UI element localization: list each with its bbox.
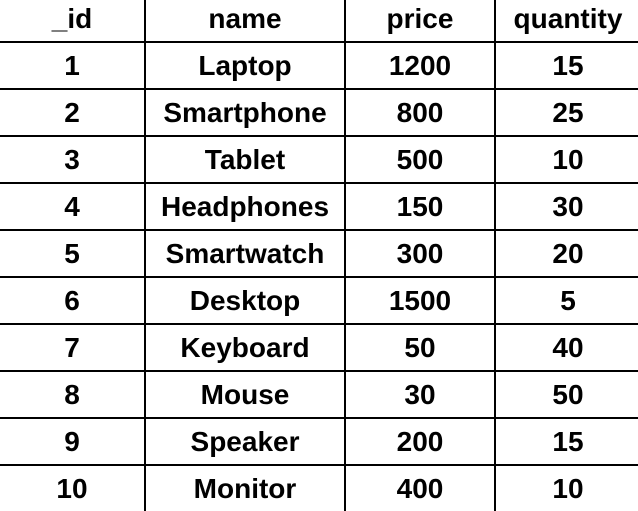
quantity-cell: 15 [495,42,638,90]
table-row: 6 Desktop 1500 5 [0,277,638,325]
id-cell: 4 [0,183,146,231]
quantity-cell: 10 [552,472,584,504]
table-row: 9 Speaker 200 15 [0,418,638,466]
name-cell: Laptop [145,42,346,90]
id-cell: 2 [0,89,146,137]
column-header-id: _id [0,0,146,43]
price-cell: 300 [345,230,496,278]
price-cell: 150 [345,183,496,231]
table-row: 1 Laptop 1200 15 [0,42,638,90]
header-row: _id name price quantity [0,0,638,43]
quantity-cell: 40 [495,324,638,372]
quantity-cell: 30 [495,183,638,231]
name-cell: Headphones [145,183,346,231]
name-cell: Tablet [145,136,346,184]
name-cell: Keyboard [145,324,346,372]
table-row: 10 Monitor 400 10 [0,465,638,511]
quantity-cell: 25 [495,89,638,137]
column-header-quantity: quantity [495,0,638,43]
table-row: 5 Smartwatch 300 20 [0,230,638,278]
name-cell: Monitor [145,465,346,511]
id-cell: 5 [0,230,146,278]
price-cell: 800 [345,89,496,137]
quantity-cell: 10 [495,136,638,184]
price-cell: 400 [345,465,496,511]
table-row: 3 Tablet 500 10 [0,136,638,184]
id-cell: 1 [0,42,146,90]
id-cell: 6 [0,277,146,325]
table-row: 8 Mouse 30 50 [0,371,638,419]
price-cell: 30 [345,371,496,419]
price-cell: 500 [345,136,496,184]
table-row: 7 Keyboard 50 40 [0,324,638,372]
price-cell: 50 [345,324,496,372]
name-cell: Desktop [145,277,346,325]
table-row: 4 Headphones 150 30 [0,183,638,231]
name-cell: Speaker [145,418,346,466]
name-cell: Smartphone [145,89,346,137]
name-cell: Mouse [145,371,346,419]
name-cell: Smartwatch [145,230,346,278]
table-row: 2 Smartphone 800 25 [0,89,638,137]
quantity-cell: 50 [495,371,638,419]
price-cell: 200 [345,418,496,466]
quantity-cell: 5 [495,277,638,325]
price-cell: 1200 [345,42,496,90]
id-cell: 10 [0,465,146,511]
id-cell: 7 [0,324,146,372]
id-cell: 3 [0,136,146,184]
id-cell: 8 [0,371,146,419]
id-cell: 9 [0,418,146,466]
column-header-name: name [145,0,346,43]
quantity-cell: 20 [495,230,638,278]
price-cell: 1500 [345,277,496,325]
column-header-price: price [345,0,496,43]
quantity-cell: 15 [495,418,638,466]
